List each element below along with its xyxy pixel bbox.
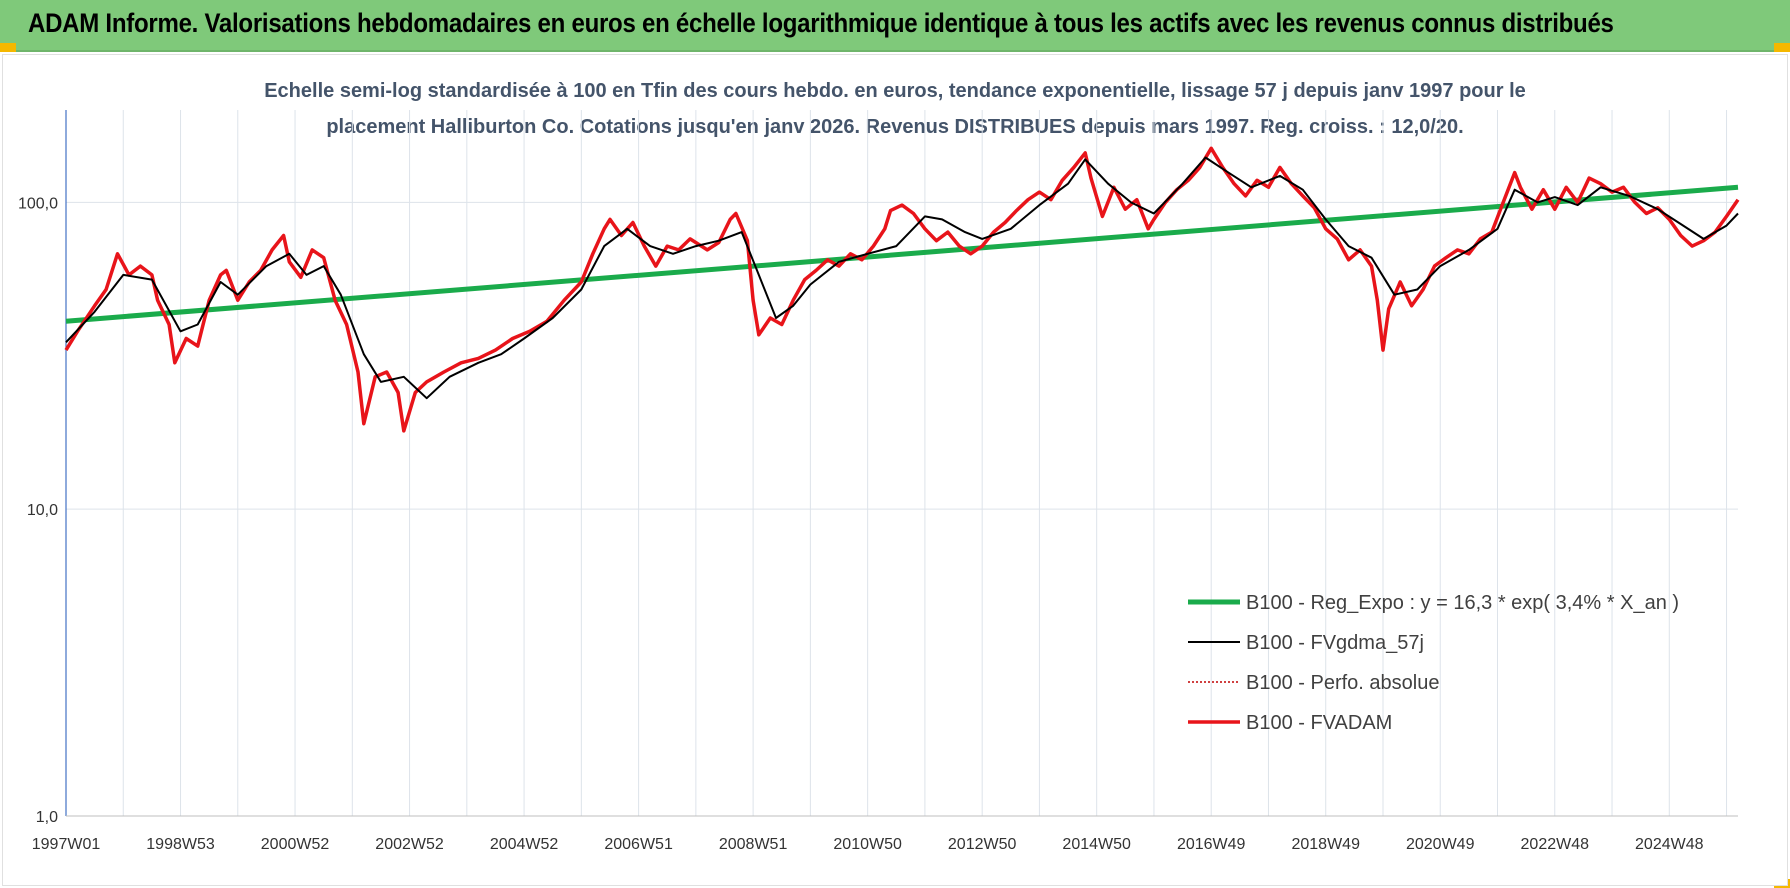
x-tick-label: 1998W53 <box>146 836 215 853</box>
chart-area <box>2 54 1788 886</box>
legend-label: B100 - Reg_Expo : y = 16,3 * exp( 3,4% *… <box>1246 592 1679 614</box>
legend-label: B100 - FVADAM <box>1246 712 1392 734</box>
x-tick-label: 1997W01 <box>32 836 101 853</box>
x-tick-label: 2000W52 <box>261 836 330 853</box>
x-tick-label: 2008W51 <box>719 836 788 853</box>
x-tick-label: 2024W48 <box>1635 836 1704 853</box>
axes: 1,0 10,0 100,0 1997W01 1998W53 2000W52 2002W52… <box>18 110 1738 853</box>
x-tick-label: 2002W52 <box>375 836 444 853</box>
chart-title: Echelle semi-log standardisée à 100 en T… <box>0 73 1790 145</box>
x-tick-label: 2020W49 <box>1406 836 1475 853</box>
chart-title-line-2: placement Halliburton Co. Cotations jusq… <box>326 116 1464 138</box>
x-tick-label: 2006W51 <box>604 836 673 853</box>
report-title: ADAM Informe. Valorisations hebdomadaire… <box>28 8 1614 38</box>
chart-title-line-1: Echelle semi-log standardisée à 100 en T… <box>264 80 1526 102</box>
x-tick-label: 2022W48 <box>1521 836 1590 853</box>
legend-label: B100 - Perfo. absolue <box>1246 672 1439 694</box>
x-tick-label: 2018W49 <box>1291 836 1360 853</box>
series-layer <box>64 146 1740 433</box>
y-tick-label: 10,0 <box>27 502 58 519</box>
x-tick-label: 2016W49 <box>1177 836 1246 853</box>
legend-label: B100 - FVgdma_57j <box>1246 632 1424 654</box>
series-line-3 <box>64 146 1740 433</box>
corner-marker-top-right <box>1774 43 1790 52</box>
x-tick-label: 2004W52 <box>490 836 559 853</box>
header-banner: ADAM Informe. Valorisations hebdomadaire… <box>0 0 1790 52</box>
y-tick-label: 100,0 <box>18 195 58 212</box>
x-tick-label: 2014W50 <box>1062 836 1131 853</box>
y-tick-label: 1,0 <box>36 809 58 826</box>
x-tick-label: 2012W50 <box>948 836 1017 853</box>
series-line-1 <box>65 156 1739 400</box>
corner-marker-top-left <box>0 43 16 52</box>
legend: B100 - Reg_Expo : y = 16,3 * exp( 3,4% *… <box>1188 592 1679 734</box>
gridlines <box>66 110 1738 817</box>
x-tick-label: 2010W50 <box>833 836 902 853</box>
series-line-0 <box>65 184 1739 324</box>
